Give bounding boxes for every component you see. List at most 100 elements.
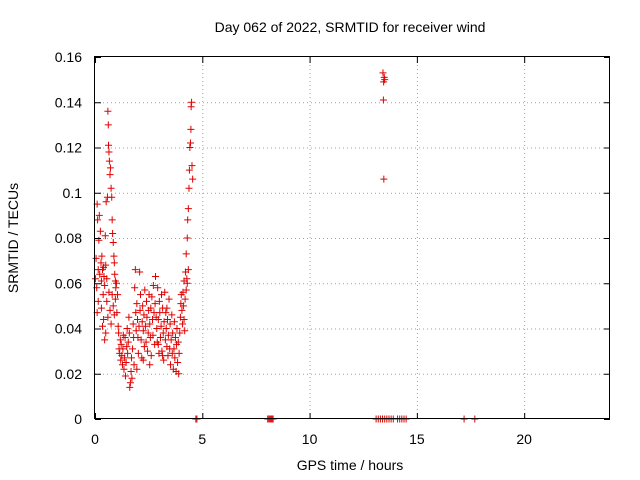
data-point bbox=[171, 334, 179, 342]
data-point bbox=[109, 239, 117, 247]
data-point bbox=[121, 334, 129, 342]
data-point bbox=[104, 121, 112, 129]
data-point bbox=[107, 320, 115, 328]
data-point bbox=[100, 315, 108, 323]
data-point bbox=[112, 284, 120, 292]
data-point bbox=[103, 297, 111, 305]
data-point bbox=[379, 96, 387, 104]
data-point bbox=[136, 291, 144, 299]
data-point bbox=[108, 193, 116, 201]
data-point bbox=[164, 331, 172, 339]
data-point bbox=[174, 338, 182, 346]
data-point bbox=[152, 272, 160, 280]
data-point bbox=[133, 315, 141, 323]
data-point bbox=[122, 358, 130, 366]
y-tick-label: 0.06 bbox=[55, 275, 82, 291]
data-point bbox=[141, 286, 149, 294]
data-point bbox=[154, 340, 162, 348]
data-point bbox=[183, 234, 191, 242]
data-point bbox=[181, 327, 189, 335]
data-point bbox=[160, 356, 168, 364]
data-point bbox=[138, 318, 146, 326]
data-point bbox=[108, 216, 116, 224]
data-point bbox=[178, 306, 186, 314]
data-point bbox=[143, 313, 151, 321]
data-point bbox=[109, 229, 117, 237]
data-point bbox=[181, 295, 189, 303]
data-point bbox=[176, 313, 184, 321]
data-point bbox=[129, 320, 137, 328]
data-point bbox=[179, 302, 187, 310]
data-point bbox=[134, 349, 142, 357]
data-point bbox=[174, 358, 182, 366]
data-point bbox=[155, 297, 163, 305]
data-point bbox=[147, 304, 155, 312]
data-point bbox=[154, 315, 162, 323]
data-point bbox=[168, 349, 176, 357]
data-point bbox=[91, 275, 99, 283]
data-point bbox=[156, 309, 164, 317]
y-tick-label: 0.16 bbox=[55, 49, 82, 65]
data-point bbox=[147, 352, 155, 360]
y-tick-label: 0.08 bbox=[55, 230, 82, 246]
data-point bbox=[148, 293, 156, 301]
data-point bbox=[102, 329, 110, 337]
data-point bbox=[127, 367, 135, 375]
data-point bbox=[126, 379, 134, 387]
data-point bbox=[136, 268, 144, 276]
data-point bbox=[124, 338, 132, 346]
data-point bbox=[185, 166, 193, 174]
x-tick-label: 0 bbox=[91, 431, 99, 447]
data-point bbox=[167, 361, 175, 369]
data-point bbox=[146, 320, 154, 328]
data-point bbox=[144, 329, 152, 337]
data-point bbox=[110, 252, 118, 260]
data-point bbox=[158, 347, 166, 355]
data-point bbox=[133, 300, 141, 308]
data-point bbox=[189, 175, 197, 183]
data-point bbox=[179, 320, 187, 328]
data-point bbox=[99, 322, 107, 330]
data-point bbox=[111, 295, 119, 303]
data-point bbox=[131, 284, 139, 292]
data-point bbox=[143, 297, 150, 305]
x-tick-label: 10 bbox=[302, 431, 318, 447]
data-point bbox=[162, 325, 170, 332]
data-point bbox=[99, 291, 107, 299]
data-point bbox=[126, 383, 134, 391]
data-point bbox=[95, 236, 103, 244]
data-point bbox=[102, 198, 110, 206]
data-point bbox=[114, 291, 122, 299]
data-point bbox=[153, 325, 161, 332]
data-point bbox=[151, 300, 159, 308]
data-point bbox=[142, 338, 150, 346]
data-point bbox=[101, 336, 109, 344]
data-point bbox=[94, 216, 102, 224]
data-point bbox=[180, 277, 188, 285]
data-point bbox=[380, 175, 388, 183]
data-point bbox=[109, 302, 117, 310]
data-point bbox=[173, 325, 181, 332]
data-point bbox=[105, 148, 113, 156]
data-point bbox=[379, 69, 387, 77]
data-point bbox=[104, 313, 112, 321]
data-point bbox=[125, 313, 133, 321]
data-point bbox=[136, 306, 144, 314]
x-axis-label: GPS time / hours bbox=[297, 457, 404, 473]
data-point bbox=[119, 345, 127, 353]
data-point bbox=[102, 261, 110, 269]
chart-title: Day 062 of 2022, SRMTID for receiver win… bbox=[215, 19, 486, 35]
data-point bbox=[132, 327, 140, 335]
data-point bbox=[110, 259, 118, 267]
data-point bbox=[97, 277, 105, 285]
data-point bbox=[170, 318, 178, 326]
data-point bbox=[123, 343, 131, 351]
data-point bbox=[101, 232, 109, 240]
data-point bbox=[114, 322, 122, 330]
data-point bbox=[117, 356, 125, 364]
data-point bbox=[144, 347, 152, 355]
y-tick-label: 0 bbox=[74, 411, 82, 427]
data-point bbox=[159, 352, 167, 360]
data-point bbox=[111, 270, 119, 278]
